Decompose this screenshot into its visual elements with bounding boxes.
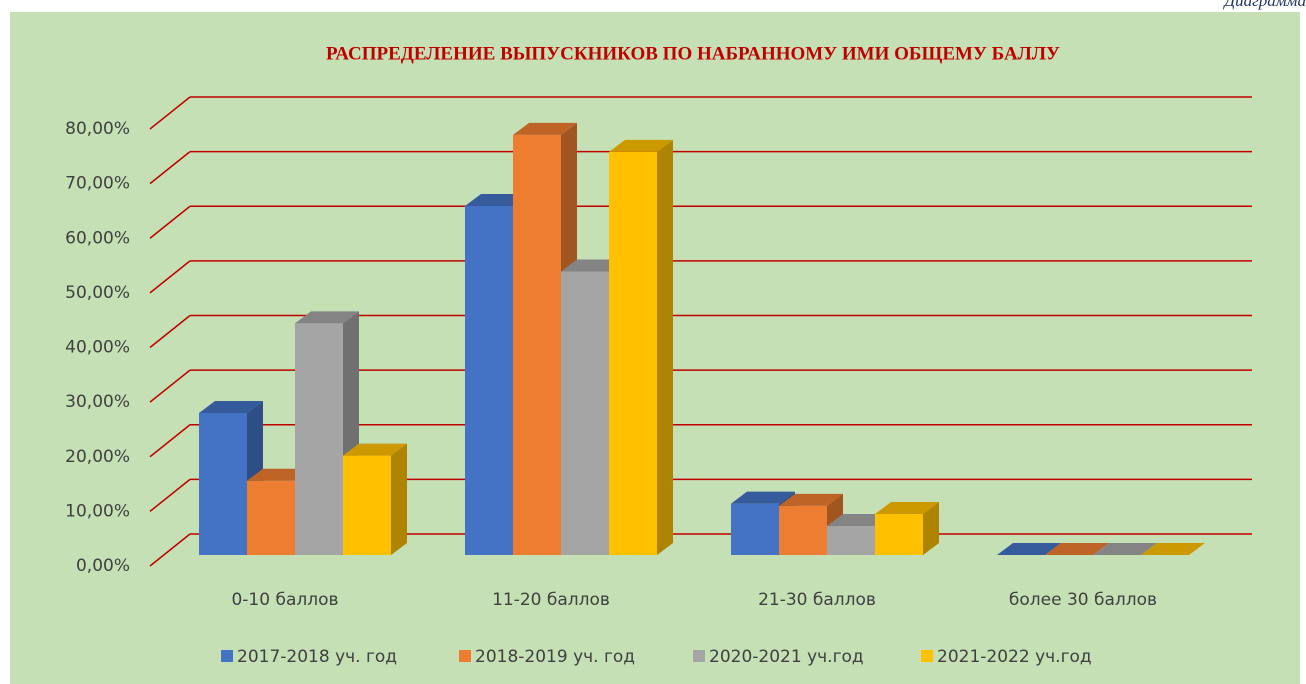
bar-top <box>1093 543 1157 555</box>
bar-top <box>779 493 843 506</box>
bar-top <box>295 311 359 324</box>
grid-line <box>149 205 191 239</box>
bar-side <box>923 502 939 555</box>
grid-line <box>149 478 191 512</box>
grid: 0,00% 10,00% 20,00% 30,00% 40,00% 50,00% 60,00… <box>65 96 1252 576</box>
y-tick-label: 30,00% <box>65 392 130 412</box>
x-tick-label: 11-20 баллов <box>492 590 610 610</box>
grid-line <box>149 424 191 458</box>
grid-line <box>149 151 191 185</box>
bar-top <box>875 502 939 515</box>
bar <box>513 134 561 555</box>
bars: 0-10 баллов 11-20 баллов 21-30 баллов более… <box>199 122 1205 610</box>
bar-top <box>997 543 1061 555</box>
y-tick-label: 80,00% <box>65 119 130 139</box>
grid-line <box>149 533 191 567</box>
x-tick-label: 21-30 баллов <box>758 590 876 610</box>
bar <box>343 455 391 555</box>
grid-line <box>149 369 191 403</box>
bar-top <box>731 491 795 504</box>
grid-line <box>149 314 191 349</box>
bar-top <box>609 139 673 152</box>
legend-label: 2018-2019 уч. год <box>475 647 635 667</box>
y-tick-label: 70,00% <box>65 174 130 194</box>
x-tick-label: более 30 баллов <box>1009 590 1157 610</box>
legend-label: 2017-2018 уч. год <box>237 647 397 667</box>
bar-side <box>657 139 673 555</box>
bar <box>731 503 779 555</box>
y-tick-label: 50,00% <box>65 283 130 303</box>
grid-line <box>149 260 191 294</box>
legend: 2017-2018 уч. год 2018-2019 уч. год 2020-2… <box>221 647 1092 667</box>
bar <box>609 151 657 555</box>
bar <box>247 480 295 555</box>
bar <box>295 323 343 555</box>
y-tick-label: 10,00% <box>65 501 130 521</box>
caption: Диаграмма <box>1222 0 1306 10</box>
bar <box>827 526 875 555</box>
bar-top <box>513 122 577 135</box>
legend-label: 2021-2022 уч.год <box>937 647 1092 667</box>
legend-swatch <box>921 650 933 662</box>
legend-swatch <box>693 650 705 662</box>
bar-side <box>391 443 407 555</box>
bar <box>779 505 827 555</box>
legend-swatch <box>221 650 233 662</box>
legend-swatch <box>459 650 471 662</box>
y-tick-label: 40,00% <box>65 338 130 358</box>
bar <box>465 205 513 556</box>
x-tick-label: 0-10 баллов <box>231 590 338 610</box>
bar <box>199 412 247 555</box>
y-tick-label: 0,00% <box>76 556 130 576</box>
bar-top <box>1045 543 1109 555</box>
bar <box>875 514 923 555</box>
bar <box>561 271 609 555</box>
bar-top <box>1141 543 1205 555</box>
legend-label: 2020-2021 уч.год <box>709 647 864 667</box>
y-tick-label: 60,00% <box>65 228 130 248</box>
bar-top <box>343 443 407 456</box>
grid-line <box>149 96 191 130</box>
bar-top <box>199 400 263 413</box>
y-tick-label: 20,00% <box>65 447 130 467</box>
chart-title: РАСПРЕДЕЛЕНИЕ ВЫПУСКНИКОВ ПО НАБРАННОМУ … <box>326 43 1060 64</box>
